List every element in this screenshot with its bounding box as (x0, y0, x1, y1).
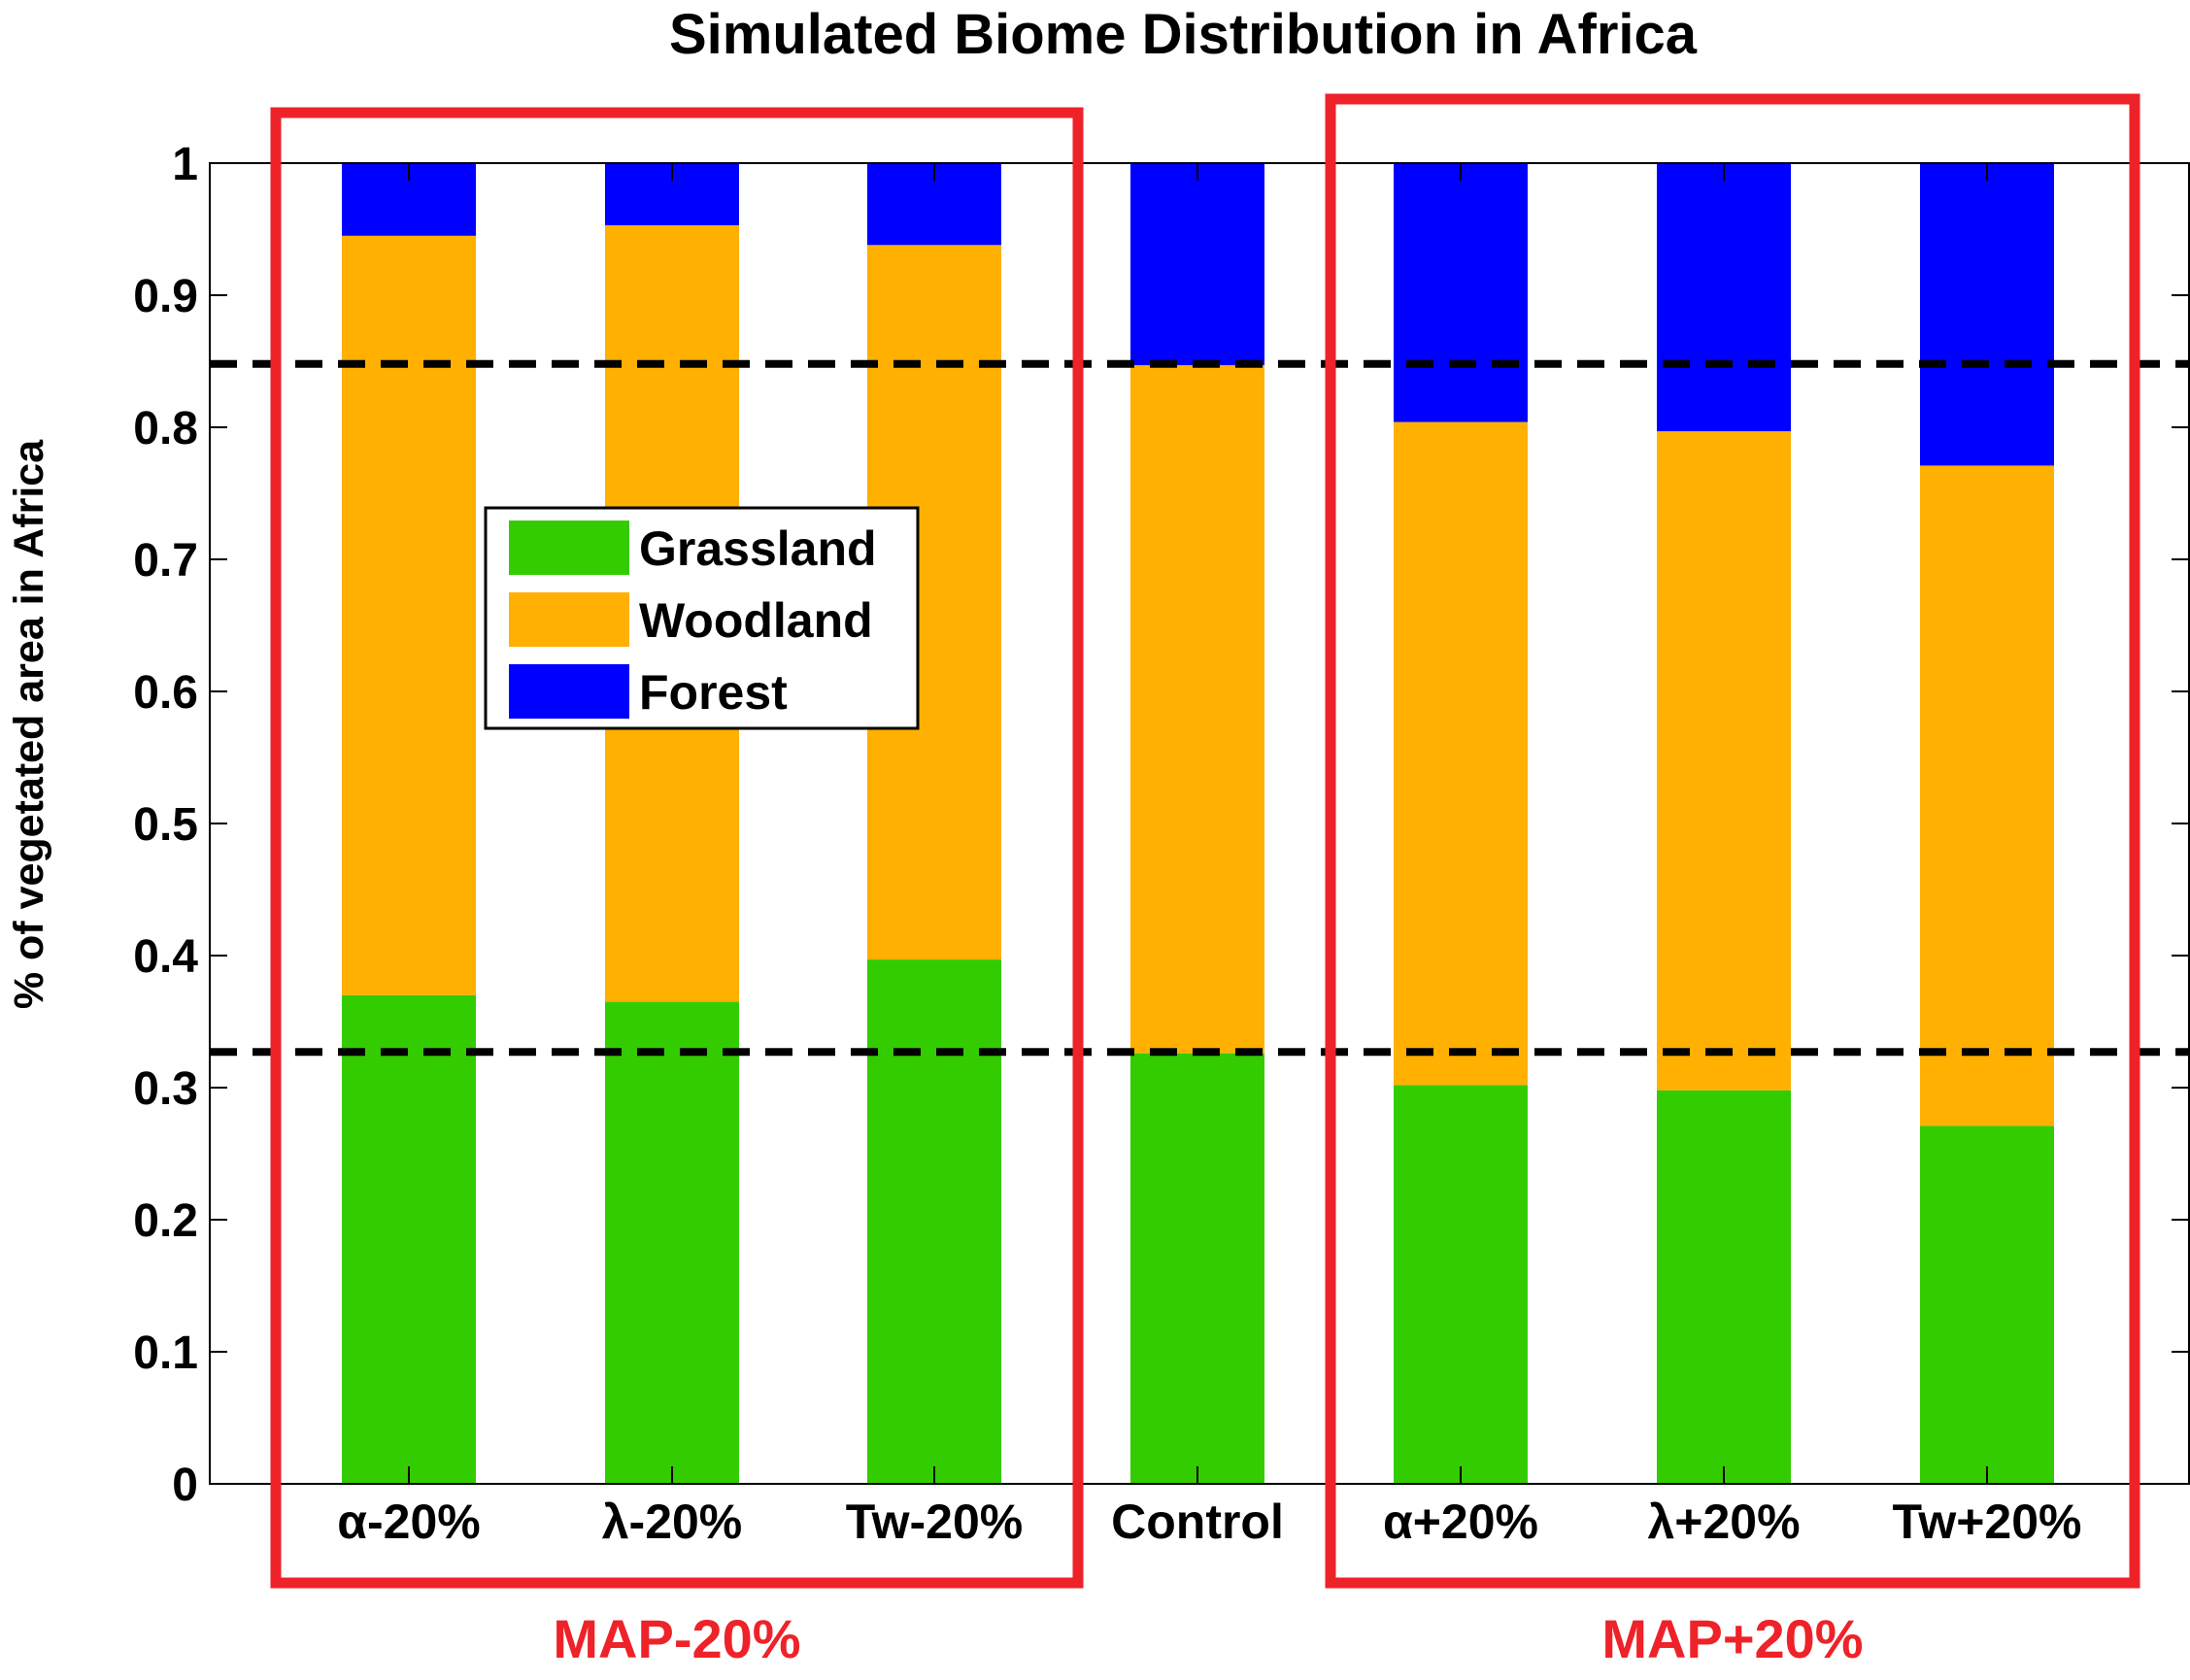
bar-woodland-4 (1130, 365, 1264, 1054)
y-tick-label-5: 0.5 (133, 799, 198, 851)
bar-woodland-5 (1394, 421, 1528, 1086)
y-tick-labels: 0 0.1 0.2 0.3 0.4 0.5 0.6 0.7 0.8 0.9 1 (133, 139, 198, 1511)
y-tick-label-4: 0.4 (133, 931, 198, 983)
legend-label-grassland: Grassland (639, 521, 877, 576)
axes (209, 162, 2190, 1485)
y-tick-label-9: 0.9 (133, 271, 198, 322)
bar-grassland-4 (1130, 1053, 1264, 1484)
legend-swatch-forest (509, 664, 629, 719)
chart-title: Simulated Biome Distribution in Africa (669, 3, 1698, 66)
group-label-2: MAP+20% (1601, 1608, 1863, 1669)
x-tick-label-7: Tw+20% (1893, 1495, 2082, 1549)
y-tick-label-8: 0.8 (133, 403, 198, 454)
bar-woodland-7 (1920, 465, 2054, 1126)
group-box-1 (270, 107, 1084, 1589)
bar-grassland-5 (1394, 1085, 1528, 1484)
x-tick-label-1: α-20% (337, 1495, 480, 1549)
x-tick-labels: α-20% λ-20% Tw-20% Control α+20% λ+20% Tw+20% (337, 1495, 2081, 1549)
x-tick-label-6: λ+20% (1647, 1495, 1800, 1549)
bar-grassland-7 (1920, 1126, 2054, 1484)
bar-grassland-6 (1657, 1090, 1791, 1484)
y-axis-label: % of vegetated area in Africa (6, 439, 52, 1009)
x-tick-label-4: Control (1111, 1495, 1284, 1549)
reference-lines (210, 359, 2189, 1057)
bar-grassland-1 (342, 994, 476, 1484)
bar-forest-4 (1130, 163, 1264, 366)
bar-forest-7 (1920, 163, 2054, 466)
bar-woodland-1 (342, 235, 476, 995)
bar-forest-6 (1657, 163, 1791, 432)
legend-swatch-grassland (509, 521, 629, 575)
group-box-2 (1325, 93, 2140, 1589)
group-label-1: MAP-20% (553, 1608, 800, 1669)
bar-woodland-6 (1657, 431, 1791, 1091)
x-tick-label-5: α+20% (1383, 1495, 1538, 1549)
legend-label-woodland: Woodland (639, 593, 873, 648)
y-tick-label-7: 0.7 (133, 535, 198, 587)
x-tick-label-3: Tw-20% (846, 1495, 1023, 1549)
bar-forest-5 (1394, 163, 1528, 422)
bar-grassland-2 (605, 1001, 739, 1484)
group-annotations: MAP-20% MAP+20% (270, 93, 2140, 1669)
bar-grassland-3 (867, 959, 1001, 1484)
x-tick-label-2: λ-20% (602, 1495, 743, 1549)
legend-swatch-woodland (509, 592, 629, 647)
y-tick-label-1: 0.1 (133, 1327, 198, 1379)
y-tick-label-0: 0 (172, 1460, 198, 1511)
y-tick-label-10: 1 (172, 139, 198, 190)
y-tick-label-3: 0.3 (133, 1063, 198, 1115)
y-tick-label-6: 0.6 (133, 667, 198, 719)
legend: Grassland Woodland Forest (484, 506, 920, 730)
y-tick-label-2: 0.2 (133, 1195, 198, 1247)
legend-label-forest: Forest (639, 665, 788, 720)
